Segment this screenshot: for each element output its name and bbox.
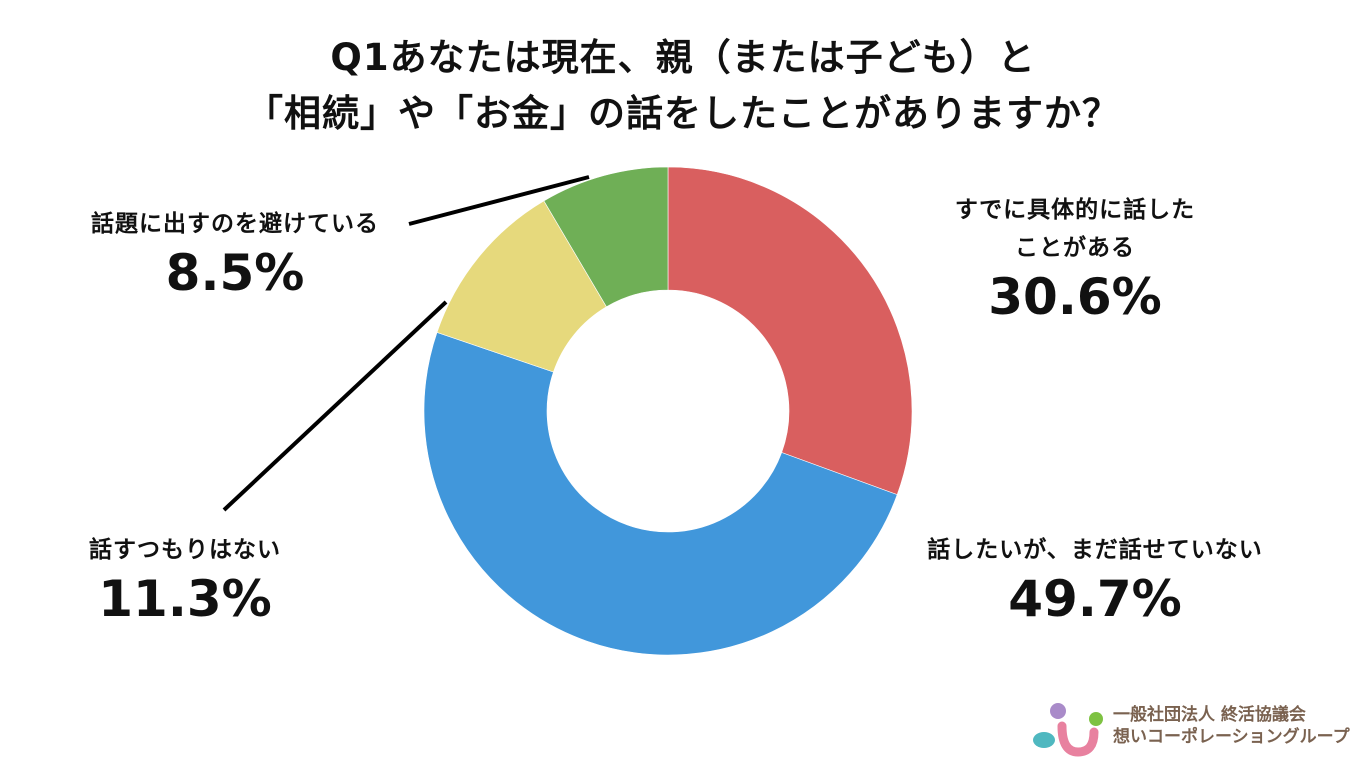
organization-logo xyxy=(1033,703,1103,757)
chart-title-line-1: Q1あなたは現在、親（または子ども）と xyxy=(330,36,1036,79)
label-avoid-pct: 8.5% xyxy=(165,244,305,302)
label-want-pct: 49.7% xyxy=(1008,570,1182,628)
logo-org-name: 一般社団法人 終活協議会 xyxy=(1113,705,1306,725)
logo-purple-dot-icon xyxy=(1050,703,1066,719)
chart-title-line-2: 「相続」や「お金」の話をしたことがありますか？ xyxy=(246,92,1120,135)
logo-green-dot-icon xyxy=(1089,712,1103,726)
donut-slices xyxy=(423,166,913,656)
label-no-intent-pct: 11.3% xyxy=(98,570,272,628)
leader-line-no-intent xyxy=(222,300,448,512)
logo-smile-icon xyxy=(1057,721,1099,757)
label-talked: すでに具体的に話した ことがある 30.6% xyxy=(940,191,1210,327)
label-want-name: 話したいが、まだ話せていない xyxy=(927,537,1263,563)
label-avoid: 話題に出すのを避けている 8.5% xyxy=(55,205,415,303)
label-talked-name-2: ことがある xyxy=(1015,235,1135,261)
label-no-intent-name: 話すつもりはない xyxy=(89,537,281,563)
label-talked-pct: 30.6% xyxy=(988,268,1162,326)
logo-group-name: 想いコーポレーショングループ xyxy=(1113,727,1350,747)
donut-slice-1 xyxy=(667,166,913,496)
label-want: 話したいが、まだ話せていない 49.7% xyxy=(895,531,1295,629)
label-no-intent: 話すつもりはない 11.3% xyxy=(60,531,310,629)
label-avoid-name: 話題に出すのを避けている xyxy=(91,211,379,237)
logo-text: 一般社団法人 終活協議会 想いコーポレーショングループ xyxy=(1113,704,1350,748)
logo-teal-blob-icon xyxy=(1033,732,1055,748)
donut-slice-4 xyxy=(543,166,669,308)
label-talked-name-1: すでに具体的に話した xyxy=(954,197,1196,223)
leader-line-avoid xyxy=(408,175,590,226)
donut-slice-2 xyxy=(423,332,898,656)
